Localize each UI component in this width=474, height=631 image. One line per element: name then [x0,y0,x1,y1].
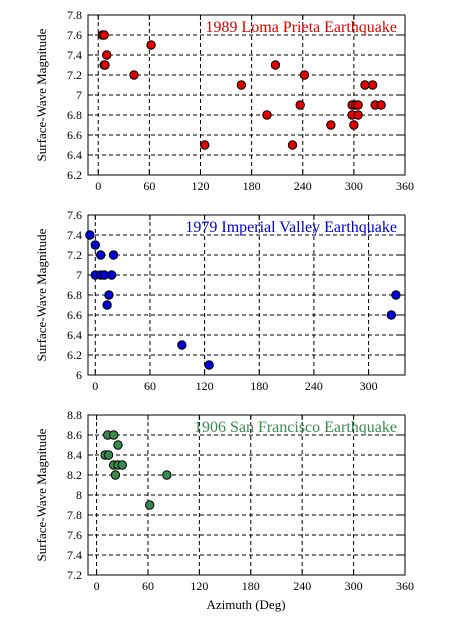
y-tick-label: 6.4 [67,148,82,162]
y-tick-label: 6.4 [67,328,82,342]
chart-panel-3: 7.2 7.4 7.6 7.8 8 8.2 8.4 8.6 8.8 0 60 120 180 240 300… [34,408,414,593]
data-point [96,250,106,260]
y-tick-label: 8.6 [67,428,82,442]
data-point [236,80,247,90]
y-axis-label: Surface-Wave Magnitude [34,428,49,561]
x-tick-label: 60 [143,179,155,193]
data-point [106,270,117,280]
y-tick-label: 6.6 [67,128,82,142]
y-tick-label: 6.6 [67,308,82,322]
data-point [108,250,119,260]
data-point [102,50,112,60]
data-point [177,340,187,350]
x-tick-label: 60 [144,379,156,393]
data-point [104,290,114,300]
data-point [270,60,281,70]
data-point [299,70,310,80]
y-tick-label: 7.6 [67,208,82,222]
data-point [376,100,386,110]
x-tick-label: 120 [191,179,209,193]
data-point [367,80,378,90]
y-tick-label: 6.2 [67,348,82,362]
y-tick-label: 8.8 [67,408,82,422]
y-tick-label: 7.8 [67,8,82,22]
y-tick-label: 8.2 [67,468,82,482]
data-point [146,40,156,50]
x-tick-label: 0 [94,579,100,593]
y-tick-label: 7.6 [67,528,82,542]
y-axis-label: Surface-Wave Magnitude [34,228,49,361]
x-tick-label: 300 [345,179,363,193]
x-tick-label: 240 [305,379,323,393]
chart-title: 1906 San Francisco Earthquake [194,419,397,436]
y-tick-label: 7 [76,88,82,102]
data-point [129,70,139,80]
y-tick-label: 8.4 [67,448,82,462]
data-point [103,450,114,460]
x-tick-label: 240 [294,179,312,193]
x-tick-label: 0 [92,379,98,393]
x-tick-label: 360 [396,179,414,193]
y-tick-label: 6 [76,368,82,382]
data-point [349,120,359,130]
chart-title: 1979 Imperial Valley Earthquake [185,219,397,236]
data-point [287,140,298,150]
data-point [353,100,363,110]
data-point [353,110,363,120]
data-point [144,500,155,510]
x-tick-label: 180 [243,179,261,193]
y-tick-label: 7.2 [67,568,82,582]
data-point [162,470,172,480]
data-point [391,290,401,300]
y-tick-label: 7.4 [67,548,82,562]
x-tick-label: 120 [196,379,214,393]
data-point [113,440,123,450]
y-tick-label: 7.4 [67,228,82,242]
y-tick-label: 8 [76,488,82,502]
data-point [360,80,370,90]
data-point [204,360,214,370]
y-tick-label: 7.8 [67,508,82,522]
y-tick-label: 6.8 [67,108,82,122]
x-tick-label: 300 [345,579,363,593]
y-tick-label: 7.4 [67,48,82,62]
chart-panel-2: 6 6.2 6.4 6.6 6.8 7 7.2 7.4 7.6 0 60 120 180 240 300 Su… [34,208,406,393]
x-tick-label: 360 [396,579,414,593]
data-point [386,310,397,320]
x-tick-label: 180 [250,379,268,393]
y-tick-label: 7.6 [67,28,82,42]
data-point [326,120,336,130]
y-tick-label: 6.2 [67,168,82,182]
x-tick-label: 0 [95,179,101,193]
data-point [295,100,305,110]
x-tick-label: 300 [360,379,378,393]
x-tick-label: 180 [242,579,260,593]
x-tick-label: 60 [142,579,154,593]
chart-panel-1: 6.2 6.4 6.6 6.8 7 7.2 7.4 7.6 7.8 0 60 120 180 240 300… [34,8,414,193]
data-point [262,110,272,120]
x-axis-label: Azimuth (Deg) [206,597,285,612]
x-tick-label: 240 [293,579,311,593]
data-point [99,30,109,40]
y-tick-label: 7.2 [67,248,82,262]
y-tick-label: 7 [76,268,82,282]
y-tick-label: 7.2 [67,68,82,82]
data-point [85,230,95,240]
data-point [102,300,112,310]
data-point [117,460,127,470]
chart-title: 1989 Loma Prieta Earthquake [206,19,398,36]
y-tick-label: 6.8 [67,288,82,302]
data-point [100,60,110,70]
x-tick-label: 120 [190,579,208,593]
data-point [110,470,121,480]
data-point [109,430,119,440]
data-point [90,240,100,250]
y-axis-label: Surface-Wave Magnitude [34,28,49,161]
data-point [200,140,210,150]
